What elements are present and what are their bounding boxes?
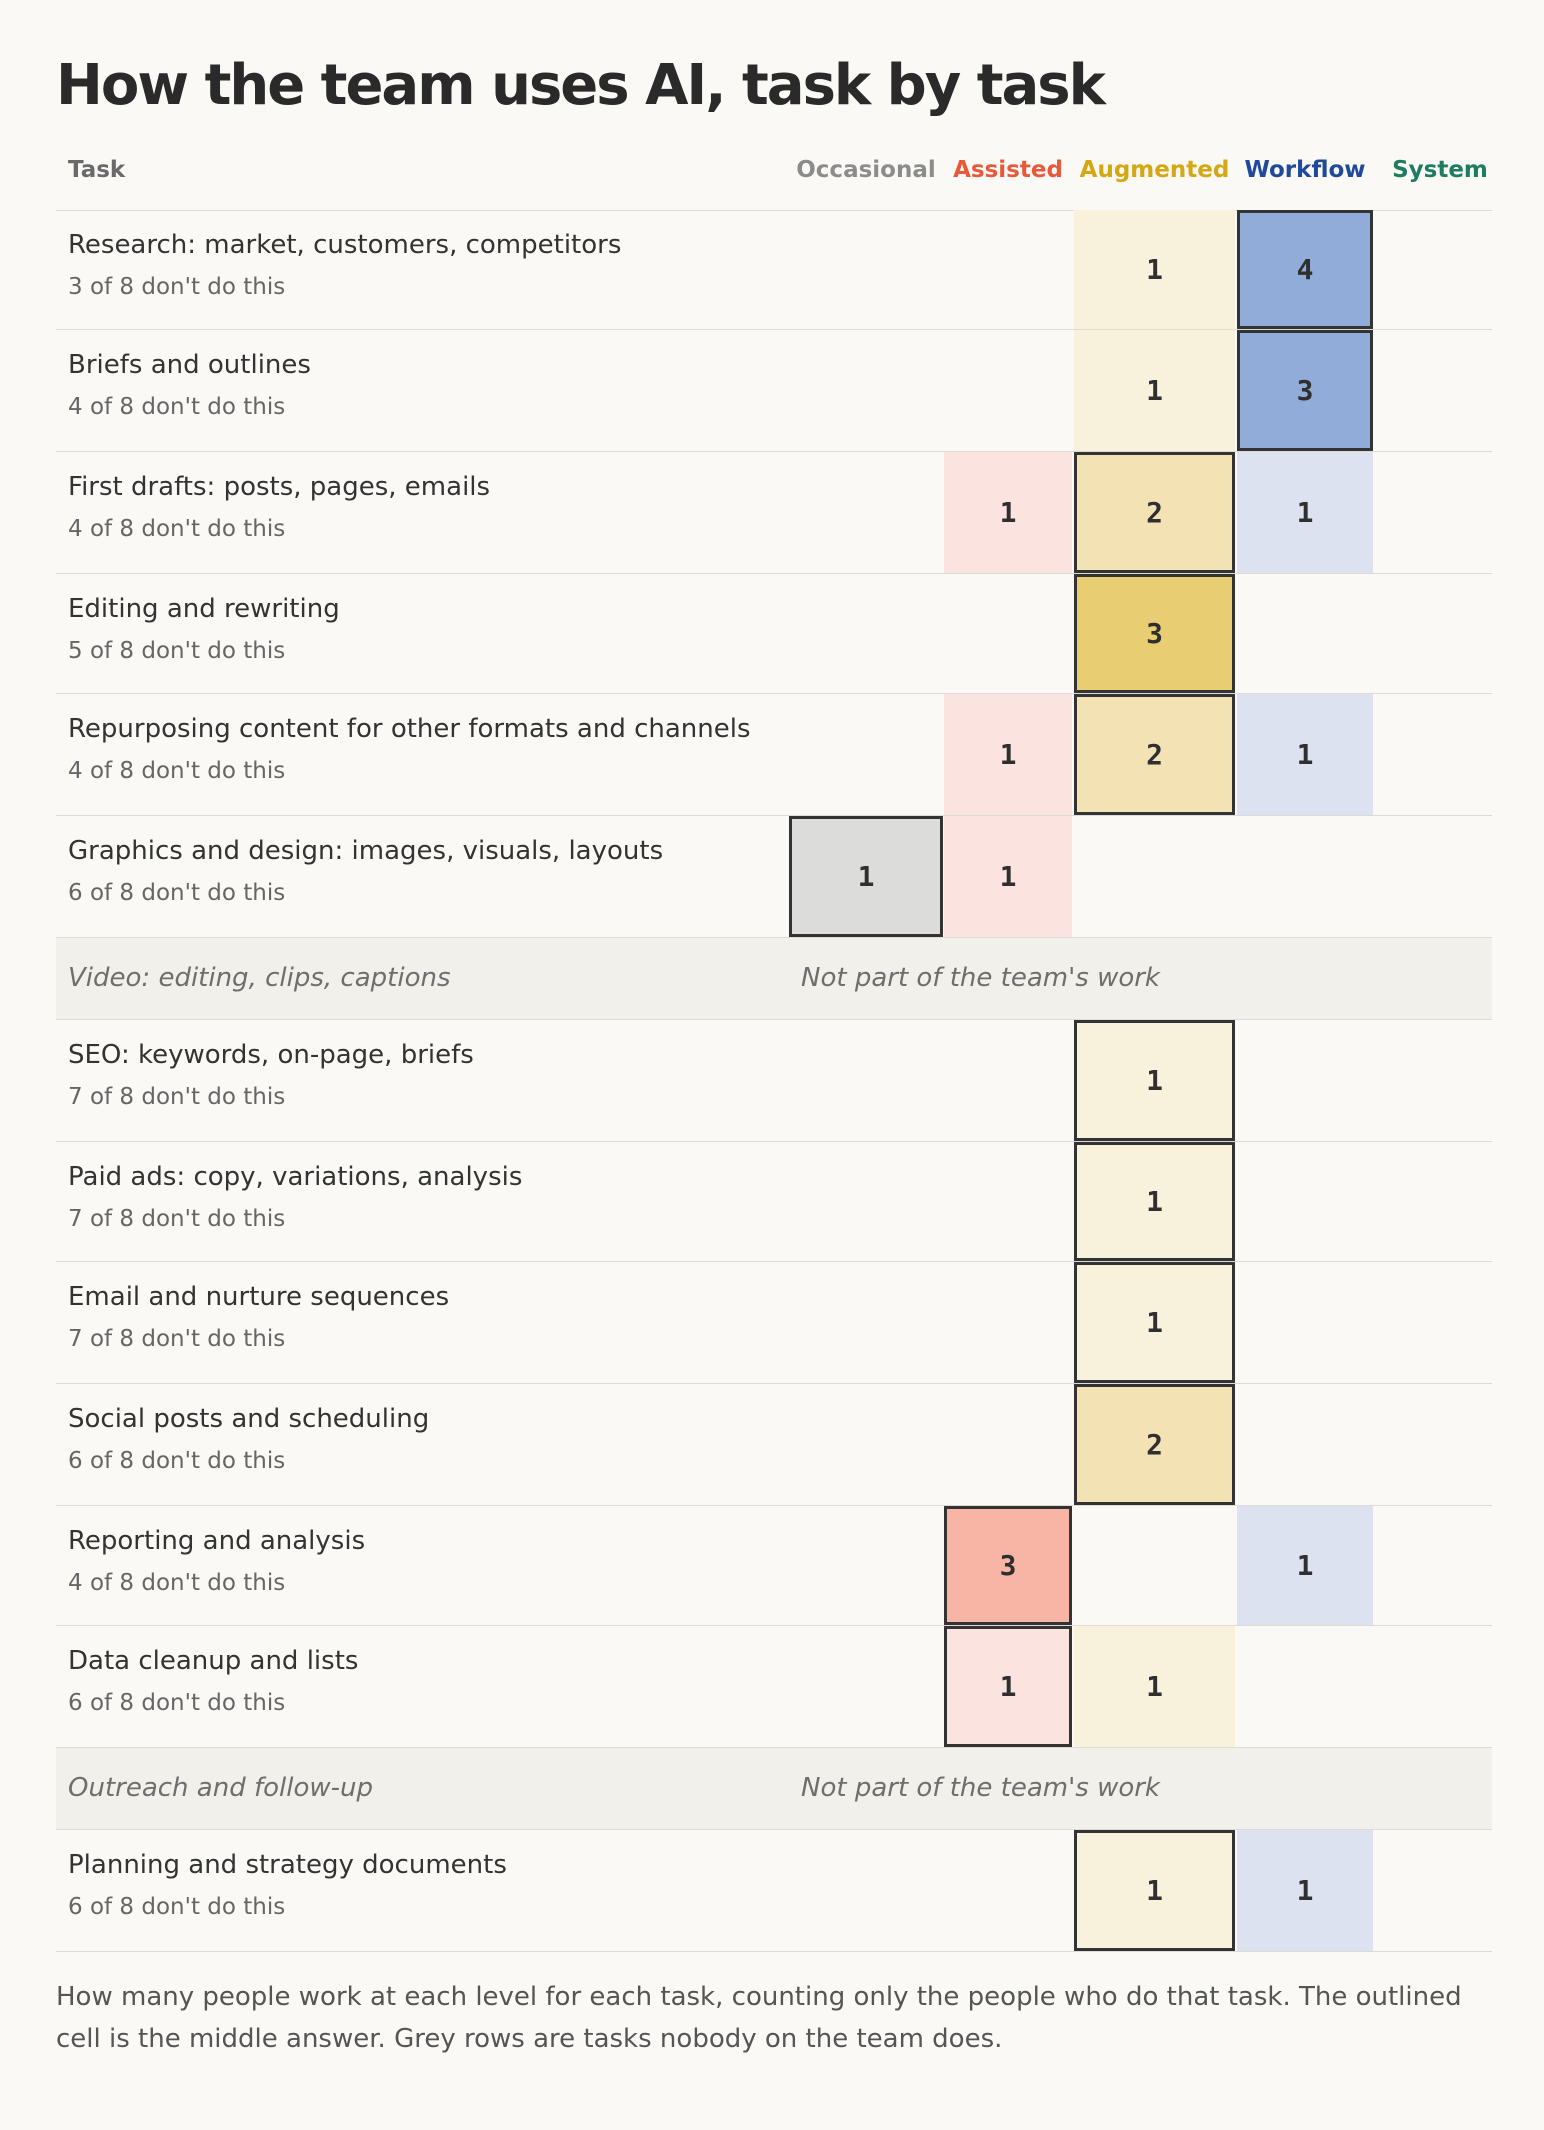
count-cell-assisted: 1 — [944, 1626, 1072, 1747]
task-row: Briefs and outlines 4 of 8 don't do this — [56, 330, 1492, 452]
task-row: Data cleanup and lists 6 of 8 don't do th… — [56, 1626, 1492, 1748]
count-cell-workflow: 1 — [1237, 694, 1373, 815]
column-header-occasional: Occasional — [796, 157, 936, 183]
task-label: First drafts: posts, pages, emails — [68, 472, 491, 502]
task-label: Outreach and follow-up — [68, 1773, 374, 1803]
non-participant-count: 4 of 8 don't do this — [68, 1570, 286, 1596]
non-participant-count: 4 of 8 don't do this — [68, 394, 286, 420]
task-row: Research: market, customers, competitors… — [56, 210, 1492, 330]
non-participant-count: 6 of 8 don't do this — [68, 1894, 286, 1920]
column-header-workflow: Workflow — [1244, 157, 1366, 183]
non-participant-count: 7 of 8 don't do this — [68, 1206, 286, 1232]
task-label: Paid ads: copy, variations, analysis — [68, 1162, 523, 1192]
count-cell-assisted: 1 — [944, 694, 1072, 815]
task-label: Research: market, customers, competitors — [68, 230, 622, 260]
non-participant-count: 4 of 8 don't do this — [68, 516, 286, 542]
column-header-task: Task — [68, 157, 126, 183]
footnote: How many people work at each level for e… — [56, 1982, 1462, 2054]
count-cell-augmented: 2 — [1074, 1384, 1235, 1505]
task-row: Repurposing content for other formats an… — [56, 694, 1492, 816]
count-cell-assisted: 3 — [944, 1506, 1072, 1625]
task-label: Editing and rewriting — [68, 594, 340, 624]
task-row: SEO: keywords, on-page, briefs 7 of 8 don… — [56, 1020, 1492, 1142]
count-cell-workflow: 1 — [1237, 452, 1373, 573]
task-label: Video: editing, clips, captions — [68, 963, 451, 993]
task-row: Editing and rewriting 5 of 8 don't do thi… — [56, 574, 1492, 694]
header-rule — [56, 210, 1492, 211]
not-applicable-note: Not part of the team's work — [801, 1773, 1160, 1803]
inactive-task-row: Video: editing, clips, captions Not part … — [56, 938, 1492, 1020]
count-cell-augmented: 1 — [1074, 1142, 1235, 1261]
task-row: First drafts: posts, pages, emails 4 of 8… — [56, 452, 1492, 574]
non-participant-count: 7 of 8 don't do this — [68, 1084, 286, 1110]
non-participant-count: 6 of 8 don't do this — [68, 1690, 286, 1716]
count-cell-workflow: 4 — [1237, 210, 1373, 329]
count-cell-augmented: 1 — [1074, 1626, 1235, 1747]
task-label: Data cleanup and lists — [68, 1646, 359, 1676]
task-row: Social posts and scheduling 6 of 8 don't … — [56, 1384, 1492, 1506]
inactive-task-row: Outreach and follow-up Not part of the te… — [56, 1748, 1492, 1830]
not-applicable-note: Not part of the team's work — [801, 963, 1160, 993]
count-cell-augmented: 2 — [1074, 452, 1235, 573]
column-header-augmented: Augmented — [1079, 157, 1230, 183]
non-participant-count: 3 of 8 don't do this — [68, 274, 286, 300]
task-label: Planning and strategy documents — [68, 1850, 507, 1880]
task-label: Repurposing content for other formats an… — [68, 714, 751, 744]
column-header-system: System — [1392, 157, 1488, 183]
task-label: Email and nurture sequences — [68, 1282, 450, 1312]
count-cell-augmented: 1 — [1074, 330, 1235, 451]
count-cell-workflow: 3 — [1237, 330, 1373, 451]
task-label: Briefs and outlines — [68, 350, 311, 380]
count-cell-assisted: 1 — [944, 816, 1072, 937]
column-header-assisted: Assisted — [953, 157, 1063, 183]
task-row: Graphics and design: images, visuals, la… — [56, 816, 1492, 938]
count-cell-assisted: 1 — [944, 452, 1072, 573]
task-row: Email and nurture sequences 7 of 8 don't … — [56, 1262, 1492, 1384]
task-row: Planning and strategy documents 6 of 8 do… — [56, 1830, 1492, 1952]
task-label: SEO: keywords, on-page, briefs — [68, 1040, 474, 1070]
non-participant-count: 4 of 8 don't do this — [68, 758, 286, 784]
count-cell-augmented: 1 — [1074, 1262, 1235, 1383]
task-label: Social posts and scheduling — [68, 1404, 430, 1434]
non-participant-count: 6 of 8 don't do this — [68, 880, 286, 906]
count-cell-workflow: 1 — [1237, 1506, 1373, 1625]
task-label: Graphics and design: images, visuals, la… — [68, 836, 664, 866]
count-cell-augmented: 1 — [1074, 1830, 1235, 1951]
count-cell-workflow: 1 — [1237, 1830, 1373, 1951]
count-cell-occasional: 1 — [789, 816, 943, 937]
task-label: Reporting and analysis — [68, 1526, 366, 1556]
task-row: Paid ads: copy, variations, analysis 7 of… — [56, 1142, 1492, 1262]
non-participant-count: 7 of 8 don't do this — [68, 1326, 286, 1352]
non-participant-count: 5 of 8 don't do this — [68, 638, 286, 664]
count-cell-augmented: 1 — [1074, 210, 1235, 329]
task-row: Reporting and analysis 4 of 8 don't do th… — [56, 1506, 1492, 1626]
non-participant-count: 6 of 8 don't do this — [68, 1448, 286, 1474]
count-cell-augmented: 2 — [1074, 694, 1235, 815]
count-cell-augmented: 3 — [1074, 574, 1235, 693]
count-cell-augmented: 1 — [1074, 1020, 1235, 1141]
chart-title: How the team uses AI, task by task — [56, 53, 1106, 118]
